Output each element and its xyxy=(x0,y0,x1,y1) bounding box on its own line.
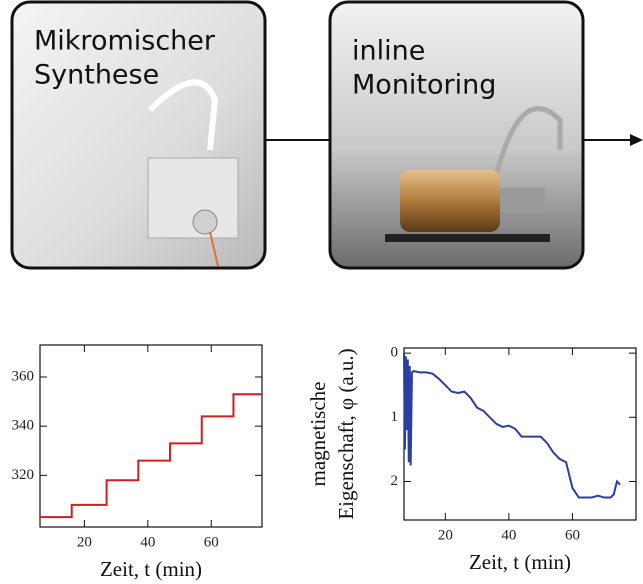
y-tick-label: 340 xyxy=(12,418,35,434)
box-label: Synthese xyxy=(34,60,159,91)
x-tick-label: 20 xyxy=(438,527,453,543)
box-label: Monitoring xyxy=(352,70,496,101)
photo-box: Mikromischer Synthese xyxy=(12,2,265,268)
y-tick-label: 320 xyxy=(12,467,35,483)
arrow-head xyxy=(630,134,643,146)
x-tick-label: 40 xyxy=(140,534,155,550)
y-tick-label: 360 xyxy=(12,368,35,384)
data-line xyxy=(40,394,262,517)
x-axis-label: Zeit, t (min) xyxy=(469,550,571,574)
y-axis-label: Eigenschaft, φ (a.u.) xyxy=(334,348,358,519)
y-tick-label: 2 xyxy=(391,473,399,489)
photo-box: inline Monitoring xyxy=(330,2,583,268)
plot-frame xyxy=(40,345,262,527)
box-label: inline xyxy=(352,36,425,67)
y-tick-label: 0 xyxy=(391,345,399,361)
data-line xyxy=(404,353,620,497)
y-tick-label: 1 xyxy=(391,409,399,425)
x-axis-label: Zeit, t (min) xyxy=(100,557,202,581)
figure: Mikromischer Synthese inline Monitoring … xyxy=(0,0,643,584)
x-tick-label: 40 xyxy=(501,527,516,543)
y-axis-label: magnetische xyxy=(306,382,330,487)
x-tick-label: 20 xyxy=(77,534,92,550)
x-tick-label: 60 xyxy=(204,534,219,550)
box-label: Mikromischer xyxy=(34,26,216,57)
x-tick-label: 60 xyxy=(565,527,580,543)
